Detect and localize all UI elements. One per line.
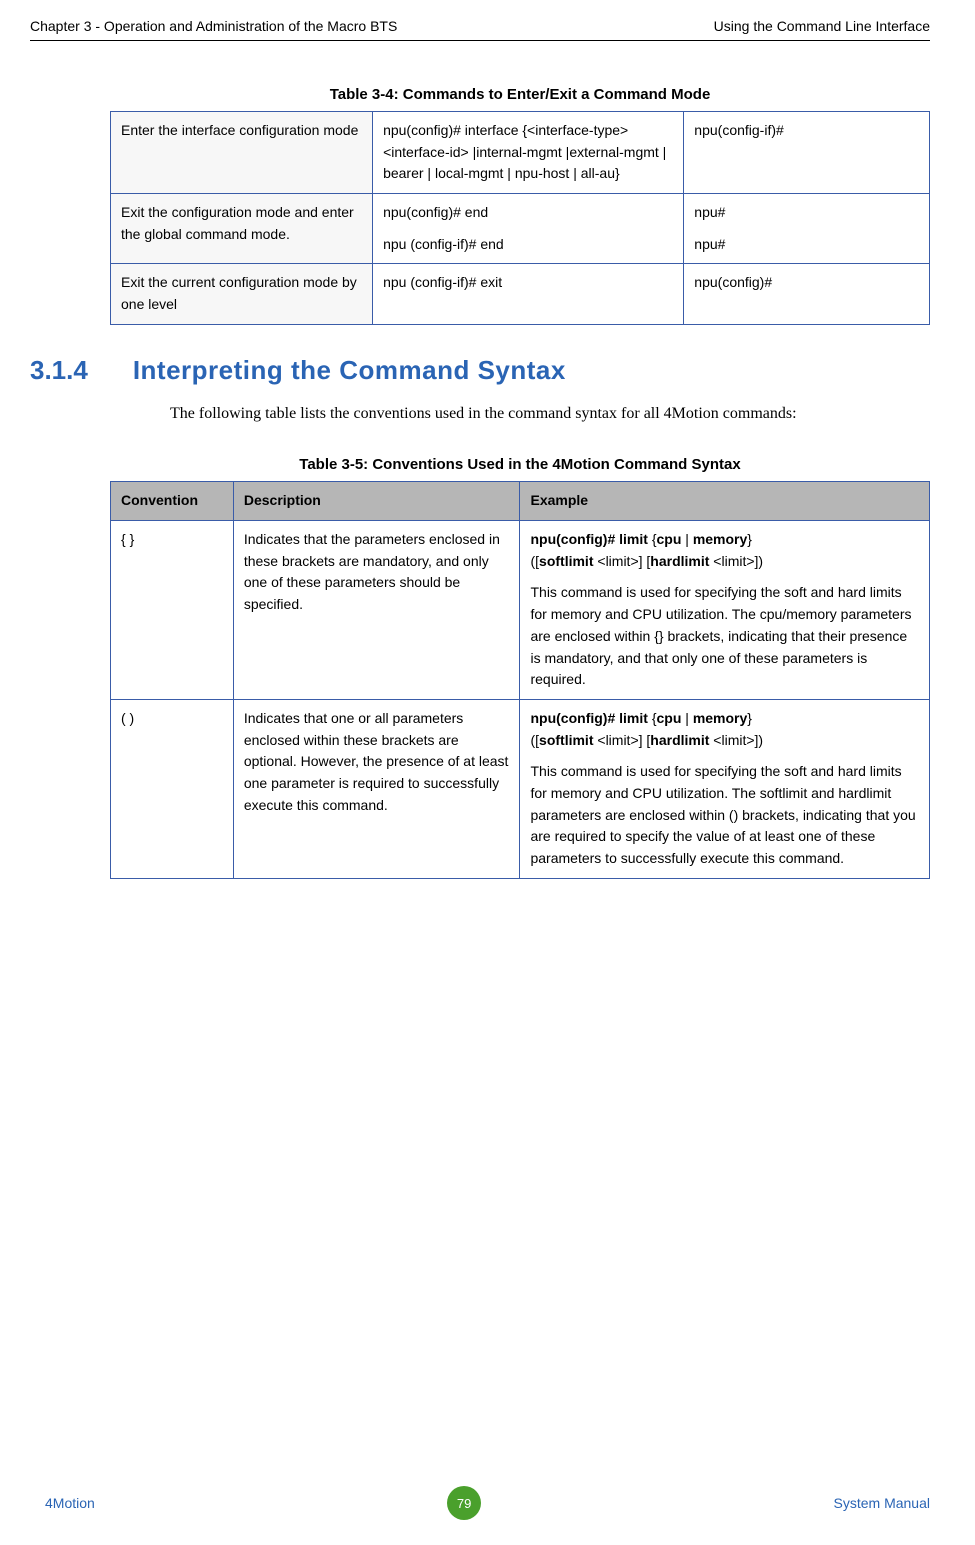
cmd-text: memory [693,531,747,547]
footer-right: System Manual [834,1495,930,1511]
example-cmd: npu(config)# limit {cpu | memory} ([soft… [530,529,919,572]
section-number: 3.1.4 [30,355,88,386]
table-3-5: Convention Description Example { } Indic… [110,481,930,878]
cmd-text: | [681,531,692,547]
cell: Exit the current configuration mode by o… [111,264,373,324]
cmd-text: softlimit [539,553,593,569]
table-row: Enter the interface configuration mode n… [111,112,930,194]
col-header: Example [520,482,930,521]
cell: { } [111,521,234,700]
table-row: Exit the current configuration mode by o… [111,264,930,324]
cmd-text: <limit>] [ [594,732,651,748]
cmd-line: npu# [694,202,919,224]
cmd-text: <limit>] [ [594,553,651,569]
cmd-text: } [747,531,752,547]
cell: ( ) [111,699,234,878]
cell: npu(config)# [684,264,930,324]
header-left: Chapter 3 - Operation and Administration… [30,18,397,34]
cmd-text: ([ [530,732,539,748]
header-right: Using the Command Line Interface [714,18,930,34]
section-heading: 3.1.4 Interpreting the Command Syntax [30,355,930,386]
cell: Indicates that the parameters enclosed i… [233,521,520,700]
cmd-text: npu(config)# limit [530,710,651,726]
cmd-text: ([ [530,553,539,569]
table-3-5-wrap: Table 3-5: Conventions Used in the 4Moti… [110,456,930,878]
cmd-text: memory [693,710,747,726]
cmd-text: <limit>]) [709,553,763,569]
example-desc: This command is used for specifying the … [530,761,919,869]
col-header: Convention [111,482,234,521]
table-row: { } Indicates that the parameters enclos… [111,521,930,700]
table-3-4-wrap: Table 3-4: Commands to Enter/Exit a Comm… [110,86,930,325]
col-header: Description [233,482,520,521]
cell: npu(config)# end npu (config-if)# end [373,194,684,264]
page-number-badge: 79 [447,1486,481,1520]
cmd-text: <limit>]) [709,732,763,748]
cell: Enter the interface configuration mode [111,112,373,194]
cmd-text: hardlimit [650,732,709,748]
cmd-text: npu(config)# limit [530,531,651,547]
page-header: Chapter 3 - Operation and Administration… [30,18,930,41]
cell: npu# npu# [684,194,930,264]
example-cmd: npu(config)# limit {cpu | memory} ([soft… [530,708,919,751]
page: Chapter 3 - Operation and Administration… [0,0,975,1545]
table-3-5-caption: Table 3-5: Conventions Used in the 4Moti… [110,456,930,473]
cell: npu(config-if)# [684,112,930,194]
cmd-line: npu (config-if)# end [383,234,673,256]
table-header-row: Convention Description Example [111,482,930,521]
table-3-4-caption: Table 3-4: Commands to Enter/Exit a Comm… [110,86,930,103]
table-row: ( ) Indicates that one or all parameters… [111,699,930,878]
cmd-text: cpu [657,531,682,547]
cell: Indicates that one or all parameters enc… [233,699,520,878]
section-body: The following table lists the convention… [170,401,930,427]
cmd-text: } [747,710,752,726]
example-desc: This command is used for specifying the … [530,582,919,690]
cmd-line: npu(config)# end [383,202,673,224]
page-footer: 4Motion 79 System Manual [45,1486,930,1520]
cmd-text: cpu [657,710,682,726]
cmd-text: softlimit [539,732,593,748]
cell: npu(config)# limit {cpu | memory} ([soft… [520,699,930,878]
cell: Exit the configuration mode and enter th… [111,194,373,264]
section-title: Interpreting the Command Syntax [133,355,930,386]
footer-left: 4Motion [45,1495,95,1511]
cell: npu(config)# limit {cpu | memory} ([soft… [520,521,930,700]
cell: npu(config)# interface {<interface-type>… [373,112,684,194]
cmd-text: | [681,710,692,726]
cell: npu (config-if)# exit [373,264,684,324]
table-3-4: Enter the interface configuration mode n… [110,111,930,325]
cmd-line: npu# [694,234,919,256]
table-row: Exit the configuration mode and enter th… [111,194,930,264]
cmd-text: hardlimit [650,553,709,569]
